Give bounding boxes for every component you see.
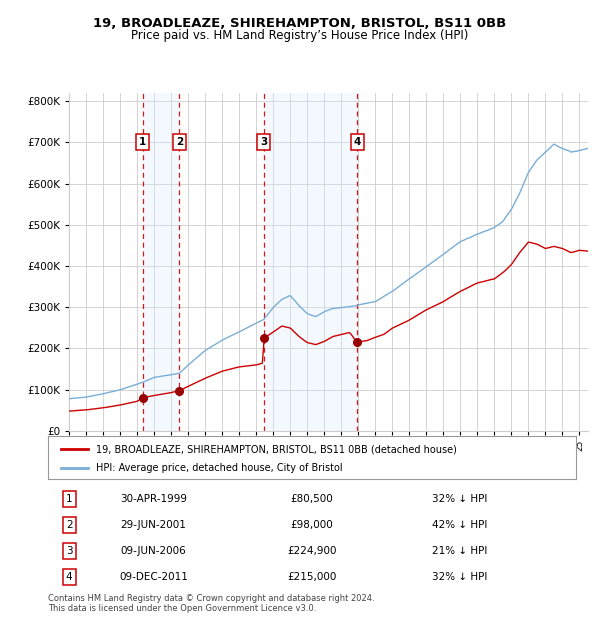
Text: £98,000: £98,000 (290, 520, 334, 530)
Text: 09-JUN-2006: 09-JUN-2006 (121, 546, 187, 556)
Text: 19, BROADLEAZE, SHIREHAMPTON, BRISTOL, BS11 0BB (detached house): 19, BROADLEAZE, SHIREHAMPTON, BRISTOL, B… (95, 444, 457, 454)
Text: 1: 1 (139, 137, 146, 147)
Text: 4: 4 (353, 137, 361, 147)
Text: Price paid vs. HM Land Registry’s House Price Index (HPI): Price paid vs. HM Land Registry’s House … (131, 29, 469, 42)
Text: £215,000: £215,000 (287, 572, 337, 582)
Text: 3: 3 (260, 137, 267, 147)
Text: 1: 1 (66, 494, 73, 504)
Text: 09-DEC-2011: 09-DEC-2011 (119, 572, 188, 582)
Text: £224,900: £224,900 (287, 546, 337, 556)
Text: 42% ↓ HPI: 42% ↓ HPI (432, 520, 488, 530)
Text: 30-APR-1999: 30-APR-1999 (120, 494, 187, 504)
Text: 21% ↓ HPI: 21% ↓ HPI (432, 546, 488, 556)
Text: £80,500: £80,500 (290, 494, 334, 504)
Text: 2: 2 (66, 520, 73, 530)
Text: 32% ↓ HPI: 32% ↓ HPI (432, 572, 488, 582)
Bar (263, 93, 357, 431)
Bar (143, 93, 179, 431)
Text: 2: 2 (176, 137, 183, 147)
Text: 29-JUN-2001: 29-JUN-2001 (121, 520, 187, 530)
Text: Contains HM Land Registry data © Crown copyright and database right 2024.
This d: Contains HM Land Registry data © Crown c… (48, 594, 374, 613)
Text: HPI: Average price, detached house, City of Bristol: HPI: Average price, detached house, City… (95, 463, 342, 472)
Text: 3: 3 (66, 546, 73, 556)
Text: 4: 4 (66, 572, 73, 582)
Text: 32% ↓ HPI: 32% ↓ HPI (432, 494, 488, 504)
Text: 19, BROADLEAZE, SHIREHAMPTON, BRISTOL, BS11 0BB: 19, BROADLEAZE, SHIREHAMPTON, BRISTOL, B… (94, 17, 506, 30)
